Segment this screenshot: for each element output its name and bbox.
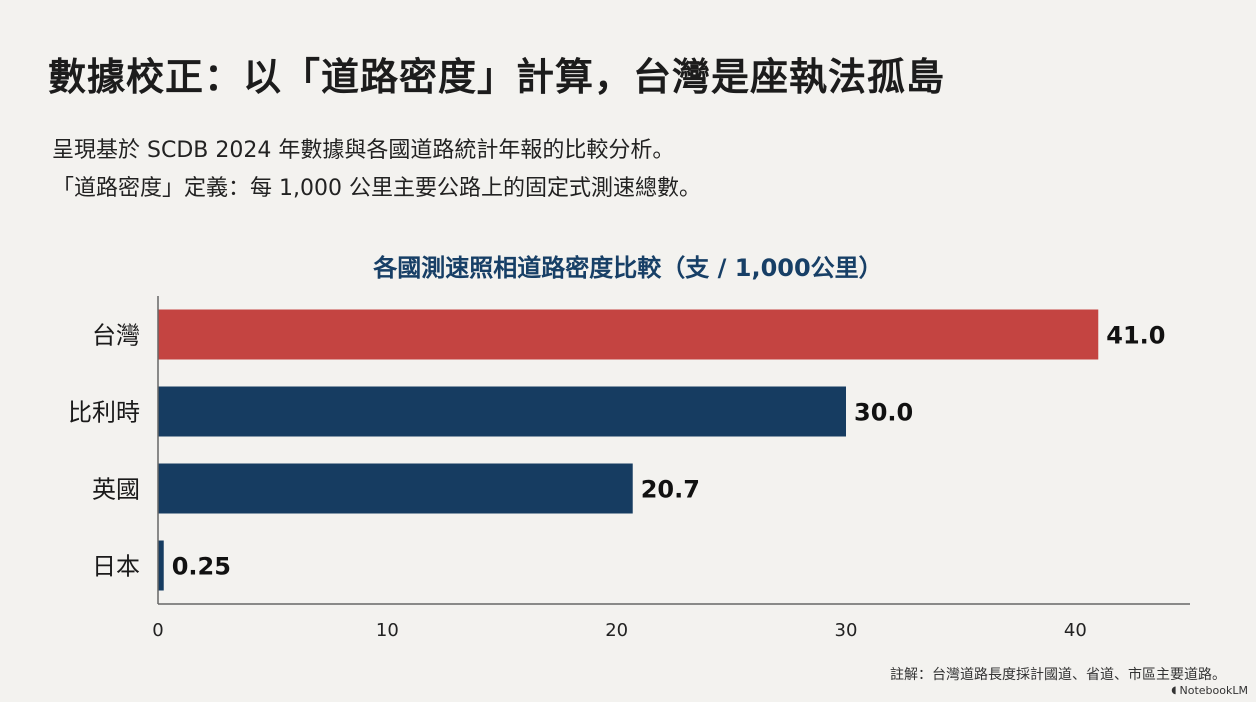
chart-title: 各國測速照相道路密度比較（支 / 1,000公里） <box>373 254 883 282</box>
value-label: 41.0 <box>1106 322 1165 350</box>
notebooklm-logo-icon: ◖ <box>1171 685 1177 696</box>
brand-mark: ◖ NotebookLM <box>1171 684 1248 697</box>
x-tick-label: 40 <box>1064 620 1087 641</box>
category-label: 比利時 <box>68 399 140 427</box>
subtitle: 呈現基於 SCDB 2024 年數據與各國道路統計年報的比較分析。 「道路密度」… <box>52 132 701 208</box>
footnote: 註解：台灣道路長度採計國道、省道、市區主要道路。 <box>890 667 1226 683</box>
page-title: 數據校正：以「道路密度」計算，台灣是座執法孤島 <box>48 55 946 99</box>
x-tick-label: 10 <box>376 620 399 641</box>
value-label: 0.25 <box>172 553 231 581</box>
x-tick-label: 20 <box>605 620 628 641</box>
x-tick-label: 0 <box>152 620 163 641</box>
value-label: 20.7 <box>641 476 700 504</box>
bar-3 <box>158 540 164 591</box>
category-label: 英國 <box>92 476 140 504</box>
subtitle-line-2: 「道路密度」定義：每 1,000 公里主要公路上的固定式測速總數。 <box>52 176 701 201</box>
brand-label: NotebookLM <box>1179 684 1248 697</box>
subtitle-line-1: 呈現基於 SCDB 2024 年數據與各國道路統計年報的比較分析。 <box>52 138 675 163</box>
bar-1 <box>158 386 846 437</box>
bar-0 <box>158 309 1099 360</box>
value-label: 30.0 <box>854 399 913 427</box>
category-label: 日本 <box>92 553 140 581</box>
x-tick-label: 30 <box>835 620 858 641</box>
category-label: 台灣 <box>92 322 140 350</box>
bar-2 <box>158 463 633 514</box>
